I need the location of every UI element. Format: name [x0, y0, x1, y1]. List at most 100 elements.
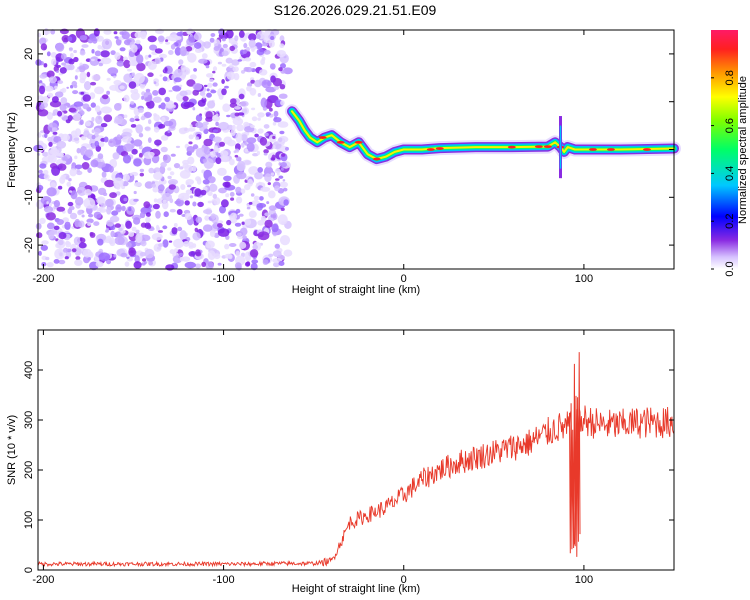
- noise-blob: [154, 48, 163, 54]
- snr-plot-area: [37, 352, 675, 568]
- y-tick-label: -10: [23, 189, 35, 205]
- noise-blob: [113, 177, 124, 188]
- noise-blob: [61, 35, 70, 43]
- noise-blob: [153, 171, 163, 180]
- noise-blob: [73, 101, 84, 107]
- noise-blob: [167, 179, 179, 185]
- noise-blob: [222, 103, 231, 112]
- noise-blob: [229, 64, 234, 68]
- signal-hot-spot: [426, 148, 435, 151]
- noise-blob: [209, 217, 213, 221]
- noise-blob: [83, 197, 96, 209]
- noise-blob: [187, 30, 192, 35]
- noise-blob: [246, 137, 257, 144]
- noise-blob: [65, 119, 71, 124]
- noise-blob: [254, 79, 262, 88]
- noise-blob: [109, 84, 120, 91]
- noise-blob: [167, 129, 171, 134]
- noise-blob: [256, 203, 267, 208]
- noise-blob: [181, 195, 185, 199]
- noise-blob: [54, 85, 58, 90]
- noise-blob: [220, 150, 229, 158]
- noise-blob: [260, 186, 271, 192]
- noise-blob: [129, 60, 138, 67]
- noise-blob: [87, 222, 92, 227]
- noise-blob: [270, 172, 275, 176]
- noise-blob: [100, 106, 113, 114]
- noise-blob: [39, 217, 46, 224]
- noise-blob: [67, 36, 73, 42]
- noise-blob: [230, 129, 236, 137]
- noise-blob: [141, 95, 145, 100]
- noise-blob: [246, 142, 255, 152]
- noise-blob: [121, 205, 126, 212]
- noise-blob: [96, 207, 101, 212]
- noise-blob: [70, 190, 78, 200]
- noise-blob: [148, 119, 152, 125]
- noise-blob: [52, 112, 56, 116]
- y-tick-label: 20: [23, 48, 35, 60]
- noise-blob: [43, 173, 50, 180]
- noise-blob: [241, 221, 245, 225]
- noise-blob: [231, 59, 240, 66]
- noise-blob: [278, 93, 288, 99]
- noise-blob: [221, 50, 229, 57]
- noise-blob: [282, 187, 288, 192]
- noise-blob: [130, 101, 135, 105]
- noise-blob: [88, 213, 94, 218]
- signal-hot-spot: [507, 145, 516, 149]
- noise-blob: [123, 114, 128, 118]
- noise-blob: [103, 136, 109, 143]
- noise-blob: [143, 111, 152, 118]
- noise-blob: [264, 219, 273, 228]
- noise-blob: [91, 129, 95, 134]
- noise-blob: [68, 47, 73, 52]
- noise-blob: [58, 239, 64, 246]
- noise-blob: [229, 45, 235, 52]
- noise-blob: [232, 124, 236, 131]
- noise-blob: [46, 51, 51, 57]
- noise-blob: [49, 163, 58, 169]
- noise-blob: [202, 224, 213, 232]
- noise-blob: [212, 82, 218, 87]
- noise-blob: [153, 114, 160, 122]
- noise-blob: [225, 29, 234, 39]
- noise-blob: [82, 248, 92, 258]
- noise-blob: [257, 181, 262, 187]
- noise-blob: [107, 67, 119, 75]
- noise-blob: [91, 134, 96, 140]
- noise-blob: [158, 53, 168, 59]
- noise-blob: [106, 90, 110, 95]
- noise-blob: [121, 31, 130, 40]
- x-tick-label: -200: [32, 273, 54, 285]
- noise-blob: [195, 114, 203, 122]
- noise-blob: [234, 154, 239, 158]
- noise-blob: [210, 33, 216, 37]
- colorbar-ticks: 0.0 0.2 0.4 0.6 0.8: [711, 70, 736, 277]
- noise-blob: [147, 35, 157, 43]
- noise-blob: [169, 171, 175, 176]
- noise-blob: [276, 50, 287, 58]
- noise-blob: [232, 117, 244, 126]
- noise-blob: [187, 52, 197, 63]
- noise-blob: [129, 117, 135, 123]
- noise-blob: [237, 157, 242, 162]
- noise-blob: [244, 261, 251, 267]
- noise-blob: [262, 259, 269, 265]
- noise-blob: [279, 181, 289, 188]
- noise-blob: [144, 181, 154, 189]
- snr-spike-burst: [569, 352, 581, 557]
- noise-blob: [234, 106, 241, 110]
- noise-blob: [168, 50, 174, 55]
- noise-blob: [81, 214, 85, 218]
- noise-blob: [195, 251, 202, 257]
- noise-blob: [114, 103, 122, 111]
- noise-blob: [87, 167, 92, 173]
- noise-blob: [179, 84, 183, 88]
- noise-blob: [224, 85, 229, 89]
- noise-blob: [151, 233, 163, 241]
- noise-blob: [228, 254, 233, 260]
- noise-blob: [73, 49, 77, 54]
- noise-blob: [36, 232, 43, 239]
- noise-blob: [223, 175, 232, 182]
